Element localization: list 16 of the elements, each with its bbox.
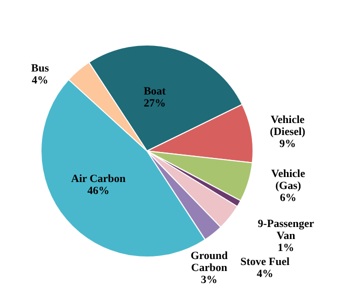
data-label: 1%	[278, 242, 294, 254]
slice-label: Vehicle (Gas)	[271, 168, 306, 192]
data-label: 9%	[279, 138, 296, 150]
slice-label: Bus	[31, 62, 50, 75]
slice-label: Stove Fuel	[240, 256, 290, 268]
slice-label: 9-Passenger Van	[258, 218, 314, 242]
slice-label: Ground Carbon	[190, 250, 228, 274]
data-label: 6%	[280, 192, 296, 204]
slice-label: Boat	[144, 85, 166, 98]
data-label: 4%	[32, 74, 48, 87]
data-label: 27%	[144, 97, 166, 110]
slice-label: Vehicle (Diesel)	[270, 114, 306, 138]
slice-label: Air Carbon	[71, 172, 126, 185]
data-label: 46%	[87, 184, 110, 197]
data-label: 3%	[200, 274, 218, 286]
data-label: 4%	[256, 268, 274, 280]
